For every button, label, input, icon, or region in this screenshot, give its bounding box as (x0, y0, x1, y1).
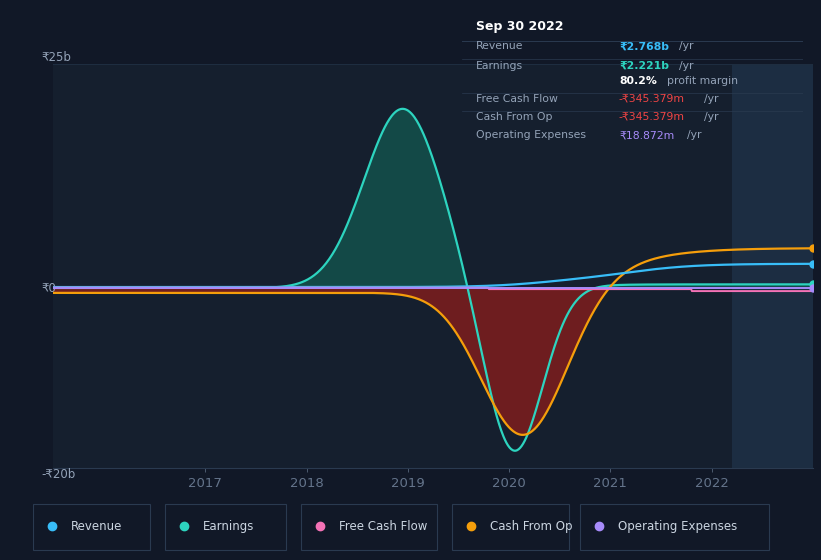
Text: -₹345.379m: -₹345.379m (619, 112, 685, 122)
Text: /yr: /yr (679, 60, 693, 71)
Text: ₹2.221b: ₹2.221b (619, 60, 669, 71)
Text: /yr: /yr (704, 112, 718, 122)
Text: Sep 30 2022: Sep 30 2022 (476, 20, 563, 33)
Bar (732, 64, 813, 468)
Text: Revenue: Revenue (476, 41, 523, 51)
Text: Cash From Op: Cash From Op (476, 112, 553, 122)
Text: -₹345.379m: -₹345.379m (619, 94, 685, 104)
Text: Earnings: Earnings (476, 60, 523, 71)
Text: Earnings: Earnings (203, 520, 255, 533)
Text: ₹18.872m: ₹18.872m (619, 130, 674, 140)
Text: Revenue: Revenue (71, 520, 122, 533)
Text: profit margin: profit margin (667, 76, 737, 86)
Text: ₹0: ₹0 (41, 282, 56, 295)
Text: /yr: /yr (704, 94, 718, 104)
Text: -₹20b: -₹20b (41, 468, 76, 480)
Text: Free Cash Flow: Free Cash Flow (476, 94, 557, 104)
Text: ₹2.768b: ₹2.768b (619, 41, 669, 51)
Text: Operating Expenses: Operating Expenses (476, 130, 586, 140)
Text: Operating Expenses: Operating Expenses (618, 520, 737, 533)
Text: Cash From Op: Cash From Op (490, 520, 572, 533)
Text: ₹25b: ₹25b (41, 52, 71, 64)
Text: 80.2%: 80.2% (619, 76, 657, 86)
Text: /yr: /yr (679, 41, 693, 51)
Text: Free Cash Flow: Free Cash Flow (339, 520, 427, 533)
Text: /yr: /yr (687, 130, 702, 140)
